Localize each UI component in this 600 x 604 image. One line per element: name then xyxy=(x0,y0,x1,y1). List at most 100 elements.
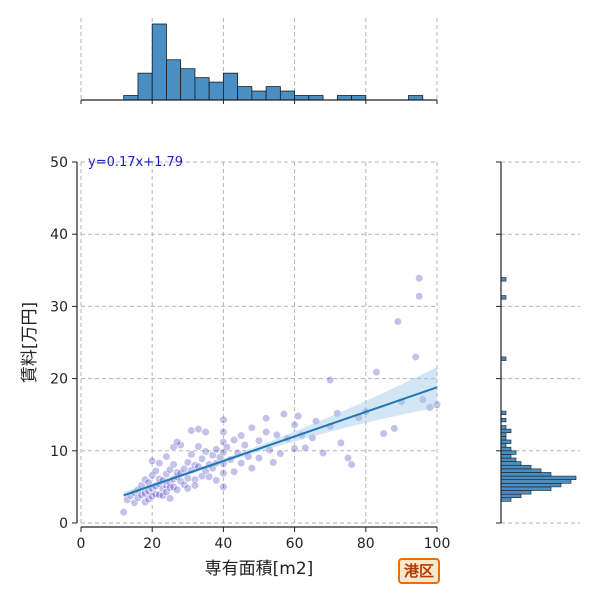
data-point xyxy=(393,317,402,326)
y-hist-bar xyxy=(500,472,552,477)
data-point xyxy=(229,435,239,445)
x-hist-bar xyxy=(408,95,424,101)
y-hist-bar xyxy=(500,295,507,300)
data-point xyxy=(194,425,203,434)
data-point xyxy=(155,458,164,468)
x-hist-bar xyxy=(180,68,196,101)
x-hist-bar xyxy=(294,95,310,101)
data-point xyxy=(201,427,210,437)
x-tick-label: 100 xyxy=(424,536,451,552)
data-point xyxy=(262,414,271,423)
data-point xyxy=(173,485,182,494)
data-point xyxy=(290,420,299,429)
x-hist-bar xyxy=(222,72,239,101)
y-axis-label: 賃料[万円] xyxy=(20,302,40,383)
data-point xyxy=(187,426,196,435)
y-hist-bar xyxy=(500,486,552,491)
data-point xyxy=(219,482,228,492)
data-point xyxy=(119,508,128,517)
x-hist-bar xyxy=(336,95,352,101)
data-point xyxy=(276,449,285,458)
y-tick-label: 20 xyxy=(50,372,68,388)
x-axis-label: 専有面積[m2] xyxy=(205,559,314,579)
data-point xyxy=(308,433,317,442)
data-point xyxy=(148,456,157,466)
x-hist-bar xyxy=(251,90,267,101)
y-hist-bar xyxy=(500,439,512,444)
y-hist-bar xyxy=(500,428,512,434)
data-point xyxy=(219,427,228,437)
y-tick-label: 50 xyxy=(50,155,68,171)
x-hist-bar xyxy=(194,77,210,101)
data-point xyxy=(212,476,221,485)
regression-line xyxy=(123,386,438,497)
y-hist-bar xyxy=(500,464,532,470)
data-point xyxy=(379,429,388,438)
y-hist-bar xyxy=(500,482,562,488)
y-hist-bar xyxy=(500,410,507,415)
data-point xyxy=(194,442,203,451)
data-point xyxy=(162,452,171,461)
data-point xyxy=(425,403,434,412)
data-point xyxy=(240,440,249,450)
y-hist-bar xyxy=(500,457,517,462)
x-hist-bar xyxy=(123,95,139,101)
y-tick-label: 10 xyxy=(50,444,68,460)
y-hist-bar xyxy=(500,497,512,502)
data-point xyxy=(372,368,381,377)
data-point xyxy=(229,467,239,476)
data-point xyxy=(326,375,335,385)
y-hist-bar xyxy=(500,479,572,484)
y-hist-bar xyxy=(500,356,507,361)
data-point xyxy=(333,409,342,418)
data-point xyxy=(212,445,221,454)
data-point xyxy=(219,469,228,478)
y-hist-bar xyxy=(500,432,507,437)
y-hist-bar xyxy=(500,446,512,452)
data-point xyxy=(247,423,256,432)
data-point xyxy=(151,466,160,476)
data-point xyxy=(222,443,232,452)
data-point xyxy=(265,445,274,455)
data-point xyxy=(279,409,289,419)
y-hist-bar xyxy=(500,493,522,499)
y-hist-bar xyxy=(500,425,507,430)
data-point xyxy=(197,454,207,463)
data-point xyxy=(190,475,200,484)
y-hist-bar xyxy=(500,490,532,495)
data-point xyxy=(173,438,182,447)
data-point xyxy=(269,458,278,467)
data-point xyxy=(347,460,356,469)
data-point xyxy=(183,458,192,467)
data-point xyxy=(190,481,200,490)
data-point xyxy=(415,292,424,301)
data-point xyxy=(254,453,264,463)
data-point xyxy=(183,484,192,493)
data-point xyxy=(169,460,178,469)
x-hist-bar xyxy=(265,86,281,101)
data-point xyxy=(262,427,271,437)
regression-equation: y=0.17x+1.79 xyxy=(88,155,183,170)
data-point xyxy=(237,431,246,440)
y-hist-bar xyxy=(500,418,507,423)
x-tick-label: 80 xyxy=(357,536,375,552)
y-hist-bar xyxy=(500,468,542,473)
x-tick-label: 60 xyxy=(286,536,304,552)
y-tick-label: 0 xyxy=(59,516,68,532)
data-point xyxy=(343,453,353,463)
data-point xyxy=(272,430,281,440)
x-hist-bar xyxy=(151,23,167,101)
x-tick-label: 0 xyxy=(77,536,86,552)
x-tick-label: 40 xyxy=(214,536,232,552)
data-point xyxy=(254,436,264,445)
data-point xyxy=(311,417,321,426)
y-hist-bar xyxy=(500,443,507,448)
x-hist-bar xyxy=(137,72,153,101)
data-point xyxy=(290,444,299,453)
data-point xyxy=(219,415,228,424)
data-point xyxy=(165,494,175,503)
data-point xyxy=(294,412,303,421)
x-hist-bar xyxy=(208,81,224,101)
x-hist-bar xyxy=(166,59,182,101)
